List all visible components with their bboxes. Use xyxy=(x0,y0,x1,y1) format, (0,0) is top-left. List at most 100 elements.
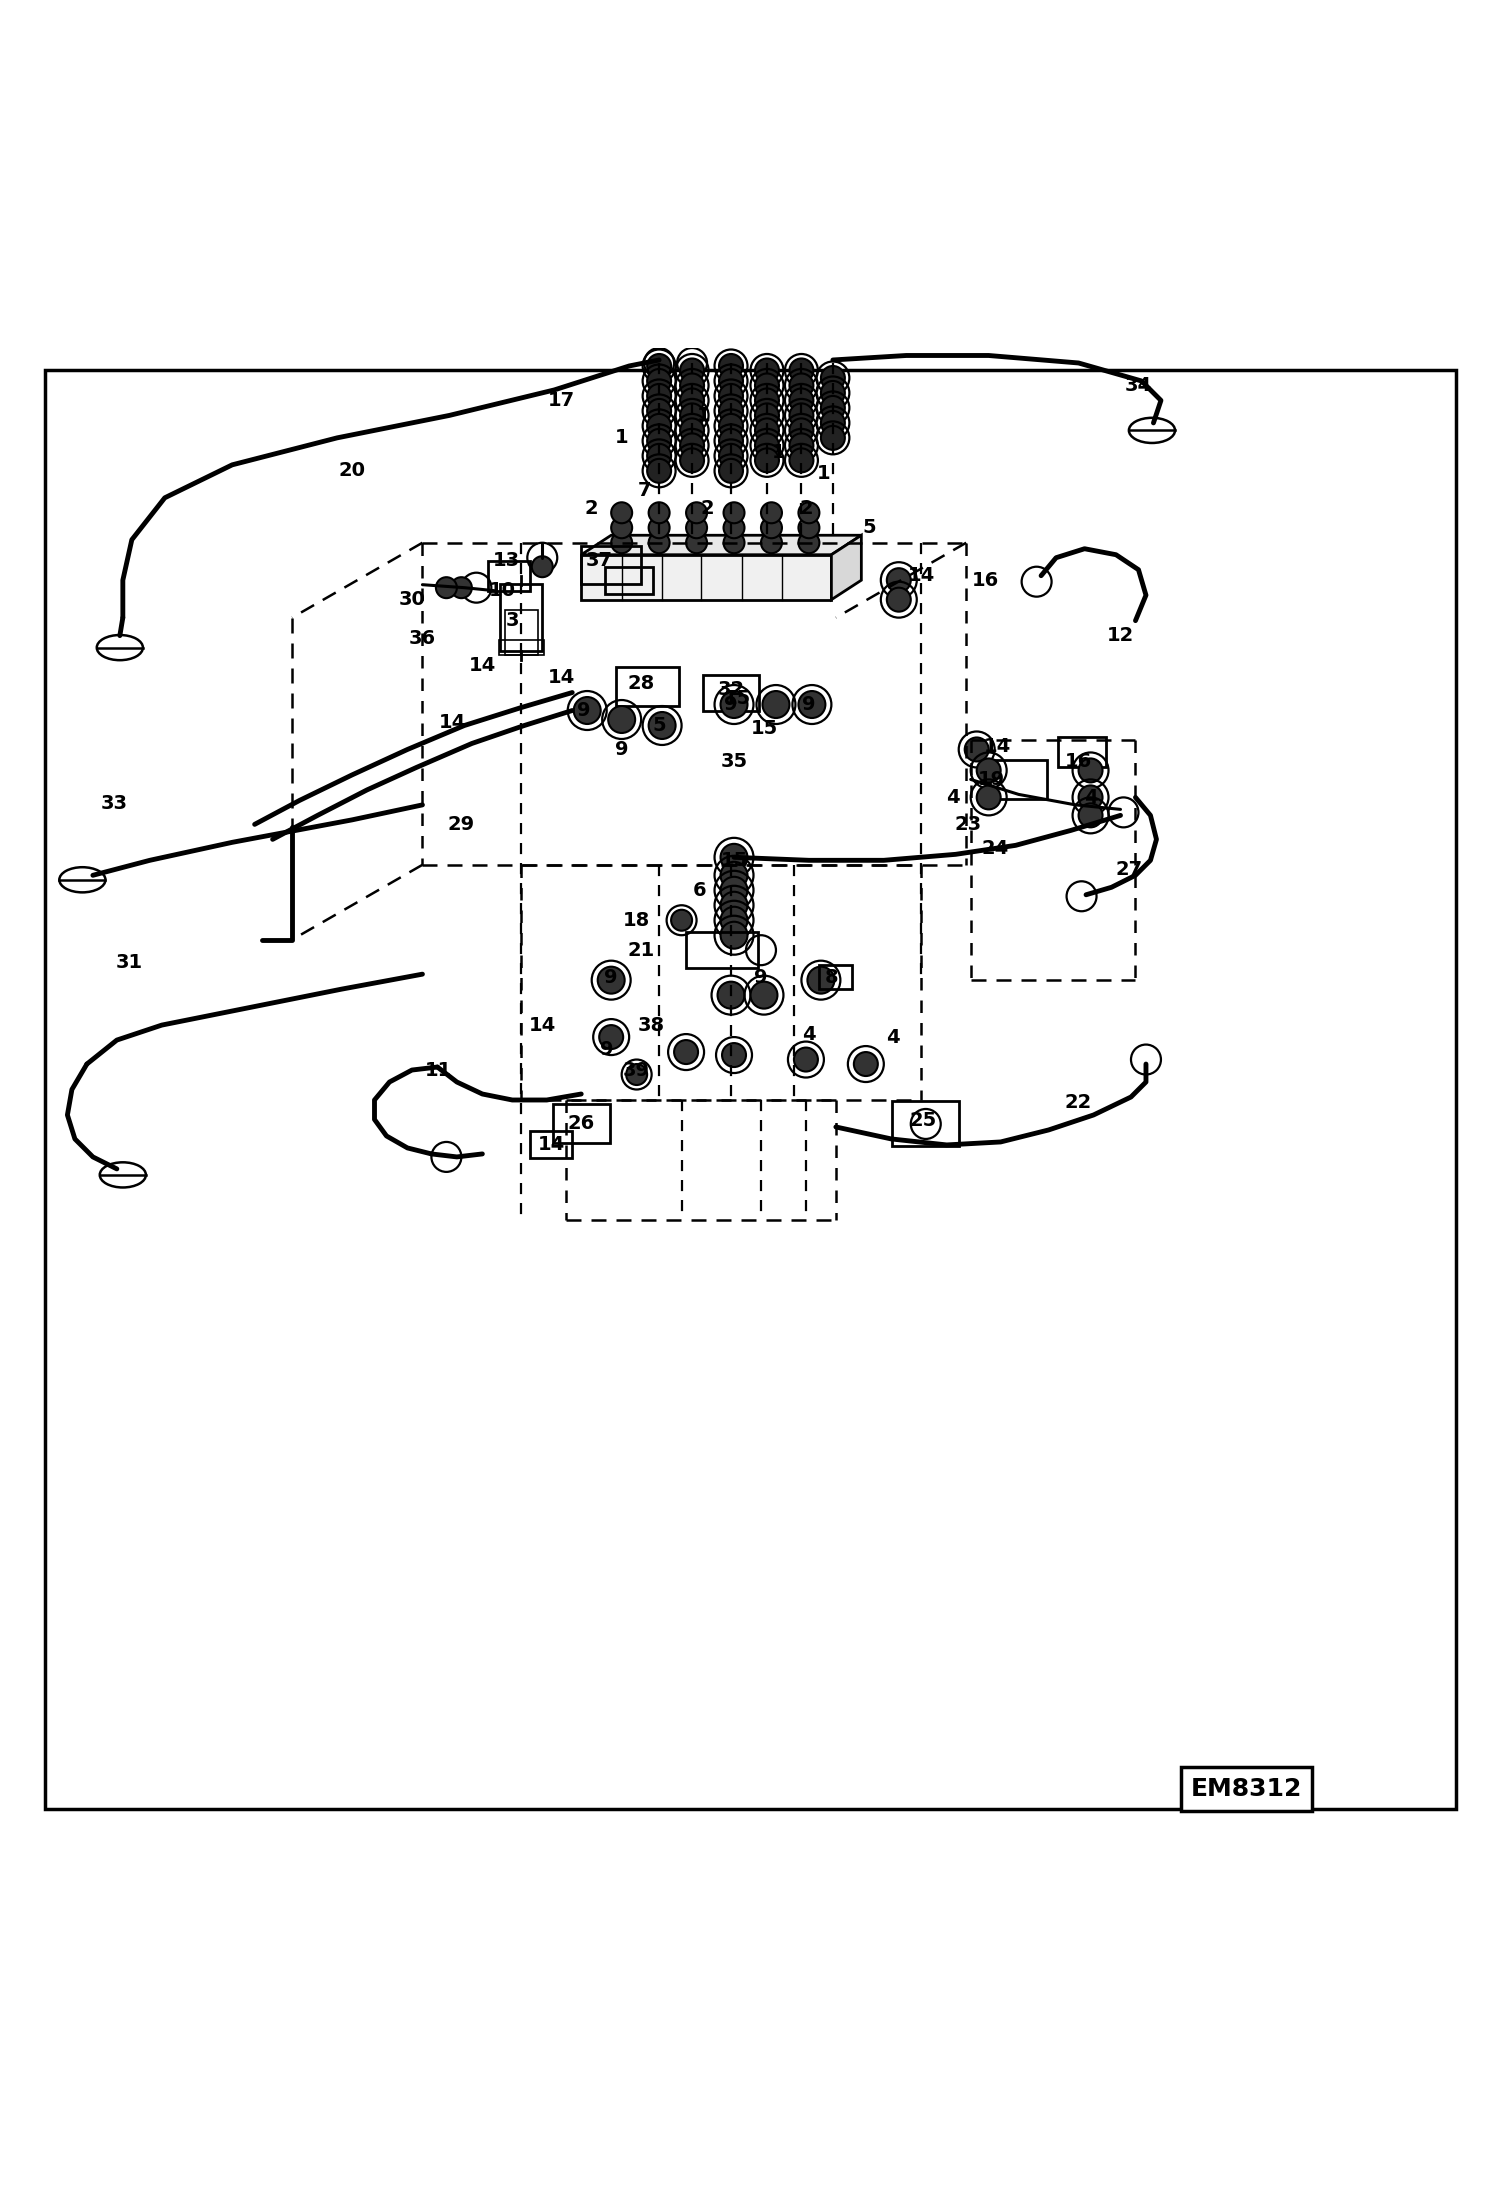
Circle shape xyxy=(436,577,457,599)
Text: 29: 29 xyxy=(448,814,475,834)
Circle shape xyxy=(721,878,748,904)
Circle shape xyxy=(977,785,1001,810)
Circle shape xyxy=(755,373,779,397)
Circle shape xyxy=(649,502,670,522)
Text: 27: 27 xyxy=(1116,860,1143,880)
Text: 33: 33 xyxy=(100,794,127,814)
Polygon shape xyxy=(581,555,831,599)
Circle shape xyxy=(977,759,1001,783)
Circle shape xyxy=(798,518,819,538)
Circle shape xyxy=(598,968,625,994)
Circle shape xyxy=(755,448,779,472)
Text: 28: 28 xyxy=(628,674,655,693)
Circle shape xyxy=(719,459,743,483)
Text: 12: 12 xyxy=(1107,625,1134,645)
Text: 6: 6 xyxy=(692,880,707,900)
Circle shape xyxy=(680,373,704,397)
Text: 4: 4 xyxy=(945,788,960,807)
Text: 5: 5 xyxy=(652,715,667,735)
Circle shape xyxy=(887,588,911,612)
Text: 7: 7 xyxy=(637,480,652,500)
Text: 15: 15 xyxy=(721,851,748,869)
Bar xyxy=(616,667,679,706)
Circle shape xyxy=(1079,759,1103,783)
Circle shape xyxy=(821,410,845,434)
Text: 4: 4 xyxy=(885,1027,900,1047)
Circle shape xyxy=(724,533,745,553)
Circle shape xyxy=(647,428,671,452)
Circle shape xyxy=(719,384,743,408)
Circle shape xyxy=(755,388,779,412)
Bar xyxy=(819,965,852,989)
Circle shape xyxy=(680,388,704,412)
Circle shape xyxy=(821,395,845,419)
Text: 36: 36 xyxy=(409,630,436,647)
Text: 14: 14 xyxy=(548,667,575,687)
Circle shape xyxy=(686,518,707,538)
Bar xyxy=(530,1132,572,1158)
Circle shape xyxy=(821,382,845,406)
Text: 4: 4 xyxy=(801,1025,816,1044)
Circle shape xyxy=(789,373,813,397)
Circle shape xyxy=(755,404,779,428)
Circle shape xyxy=(647,353,671,377)
Circle shape xyxy=(750,981,777,1009)
Circle shape xyxy=(680,419,704,443)
Bar xyxy=(990,759,1047,799)
Circle shape xyxy=(719,353,743,377)
Text: EM8312: EM8312 xyxy=(1191,1777,1302,1801)
Text: 20: 20 xyxy=(339,461,366,480)
Circle shape xyxy=(789,434,813,456)
Text: 1: 1 xyxy=(614,428,629,448)
Text: 35: 35 xyxy=(721,753,748,770)
Circle shape xyxy=(611,533,632,553)
Text: 2: 2 xyxy=(584,498,599,518)
Circle shape xyxy=(686,533,707,553)
Text: 18: 18 xyxy=(623,911,650,930)
Circle shape xyxy=(647,369,671,393)
Text: 17: 17 xyxy=(548,391,575,410)
Bar xyxy=(686,932,758,968)
Bar xyxy=(1058,737,1106,768)
Circle shape xyxy=(719,428,743,452)
Text: 9: 9 xyxy=(801,695,816,713)
Circle shape xyxy=(719,443,743,467)
Circle shape xyxy=(761,518,782,538)
Text: 10: 10 xyxy=(488,581,515,601)
Circle shape xyxy=(721,921,748,948)
Circle shape xyxy=(821,366,845,391)
Text: 15: 15 xyxy=(750,720,777,737)
Text: 9: 9 xyxy=(604,968,619,987)
Text: 2: 2 xyxy=(798,498,813,518)
Circle shape xyxy=(789,388,813,412)
Bar xyxy=(893,1101,960,1147)
Text: 14: 14 xyxy=(538,1136,565,1154)
Text: 22: 22 xyxy=(1065,1093,1092,1112)
Bar xyxy=(505,610,538,656)
Text: 14: 14 xyxy=(439,713,466,733)
Circle shape xyxy=(798,502,819,522)
Text: 9: 9 xyxy=(614,739,629,759)
Text: 9: 9 xyxy=(724,695,739,713)
Circle shape xyxy=(798,533,819,553)
Text: 30: 30 xyxy=(398,590,425,610)
Text: 2: 2 xyxy=(700,498,715,518)
Bar xyxy=(553,1104,610,1143)
Text: 11: 11 xyxy=(425,1060,452,1079)
Circle shape xyxy=(794,1047,818,1071)
Text: 34: 34 xyxy=(1125,375,1152,395)
Text: 5: 5 xyxy=(861,518,876,538)
Circle shape xyxy=(807,968,834,994)
Text: 14: 14 xyxy=(469,656,496,676)
Bar xyxy=(488,562,530,590)
Circle shape xyxy=(719,399,743,423)
Circle shape xyxy=(887,568,911,592)
Polygon shape xyxy=(831,535,861,599)
Text: 14: 14 xyxy=(984,737,1011,757)
Circle shape xyxy=(647,415,671,439)
Circle shape xyxy=(721,906,748,935)
Text: 9: 9 xyxy=(599,1040,614,1058)
Circle shape xyxy=(854,1053,878,1075)
Circle shape xyxy=(718,981,745,1009)
Bar xyxy=(605,566,653,595)
